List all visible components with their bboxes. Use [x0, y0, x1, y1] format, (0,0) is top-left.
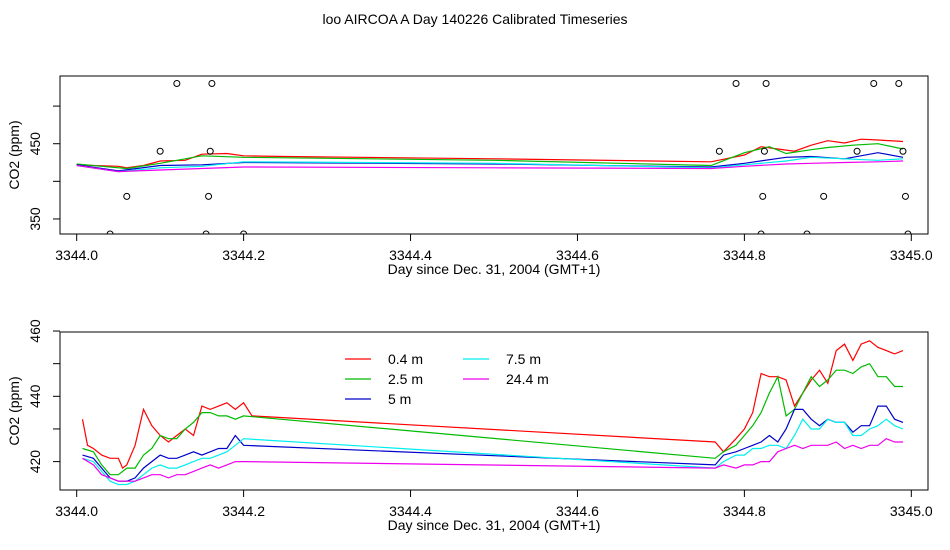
y-tick-label: 350 [27, 207, 43, 231]
data-point [853, 147, 861, 155]
series-line-5 [76, 160, 904, 173]
legend-label: 0.4 m [388, 351, 423, 367]
series-line-4 [76, 156, 904, 173]
data-point [208, 80, 216, 88]
x-tick-label: 3344.4 [389, 503, 432, 519]
data-point [820, 192, 828, 200]
plot-frame [59, 331, 929, 491]
series-line-7-5-m [82, 418, 904, 486]
x-tick-label: 3344.2 [222, 247, 265, 263]
x-tick-label: 3345.0 [890, 247, 933, 263]
data-point [901, 192, 909, 200]
data-point [870, 80, 878, 88]
data-point [106, 230, 114, 234]
x-tick-label: 3344.2 [222, 503, 265, 519]
plot-data [76, 80, 912, 234]
plot-frame [59, 75, 929, 235]
x-tick-label: 3344.0 [55, 247, 98, 263]
x-axis-label: Day since Dec. 31, 2004 (GMT+1) [388, 261, 601, 277]
x-tick-label: 3344.4 [389, 247, 432, 263]
x-tick-label: 3344.8 [723, 247, 766, 263]
data-point [173, 80, 181, 88]
data-point [715, 147, 723, 155]
series-line-24-4-m [82, 438, 903, 482]
data-point [732, 80, 740, 88]
series-line-2 [76, 143, 904, 170]
y-tick-label: 440 [27, 384, 43, 408]
y-axis-label: CO2 (ppm) [6, 120, 22, 189]
figure-title: loo AIRCOA A Day 140226 Calibrated Times… [322, 11, 627, 27]
legend-label: 5 m [388, 391, 411, 407]
data-point [240, 230, 248, 234]
x-tick-label: 3344.0 [55, 503, 98, 519]
series-line-5-m [82, 405, 904, 482]
x-axis-label: Day since Dec. 31, 2004 (GMT+1) [388, 517, 601, 533]
data-point [760, 147, 768, 155]
plot-data [81, 340, 904, 486]
y-tick-label: 460 [27, 319, 43, 343]
bottom-panel: 3344.0 3344.2 3344.4 3344.6 3344.8 3345.0 420 4… [6, 319, 933, 533]
data-point [803, 230, 811, 234]
data-point [762, 80, 770, 88]
x-tick-label: 3344.6 [556, 247, 599, 263]
data-point [205, 192, 213, 200]
data-point [156, 147, 164, 155]
legend: 0.4 m 2.5 m 5 m 7.5 m 24.4 m [345, 351, 549, 407]
y-tick-label: 420 [27, 450, 43, 474]
y-axis-label: CO2 (ppm) [6, 376, 22, 445]
x-tick-label: 3344.6 [556, 503, 599, 519]
data-point [206, 147, 214, 155]
series-line-0-4-m [81, 340, 904, 470]
x-tick-label: 3345.0 [890, 503, 933, 519]
x-tick-label: 3344.8 [723, 503, 766, 519]
legend-label: 24.4 m [506, 371, 549, 387]
data-point [759, 192, 767, 200]
data-point [899, 147, 907, 155]
data-point [123, 192, 131, 200]
data-point [202, 230, 210, 234]
series-line-2-5-m [82, 362, 903, 476]
top-panel: 3344.0 3344.2 3344.4 3344.6 3344.8 3345.0 350 4… [6, 75, 933, 277]
data-point [904, 230, 912, 234]
data-point [757, 230, 765, 234]
data-point [895, 80, 903, 88]
legend-label: 7.5 m [506, 351, 541, 367]
legend-label: 2.5 m [388, 371, 423, 387]
y-tick-label: 450 [27, 132, 43, 156]
